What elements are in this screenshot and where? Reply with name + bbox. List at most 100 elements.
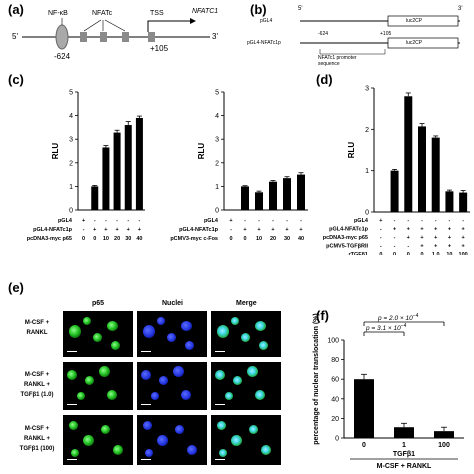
- panel-a-label: (a): [8, 2, 24, 17]
- y-tick-label: 20: [331, 416, 339, 423]
- table-cell: -: [83, 227, 85, 233]
- promoter-label-1: NFATc1 promoter: [318, 55, 357, 61]
- bar: [418, 126, 426, 212]
- table-row-label: pGL4-NFATc1p: [179, 227, 219, 233]
- panel-e-label: (e): [8, 280, 24, 295]
- y-tick-label: 3: [69, 137, 73, 144]
- bar: [283, 178, 291, 210]
- table-row-label: pCMV3-myc c-Fos: [170, 236, 218, 242]
- bar: [297, 174, 305, 210]
- y-tick-label: 1: [69, 184, 73, 191]
- table-cell: +: [93, 227, 96, 233]
- b-three-prime: 3': [458, 6, 463, 12]
- table-row-label: rTGFβ1: [348, 252, 368, 255]
- bar: [431, 137, 440, 212]
- table-cell: -: [138, 218, 140, 224]
- table-cell: +: [420, 235, 423, 241]
- x-tick-label: 1: [402, 442, 406, 449]
- row-label-3: M-CSF + RANKL + TGFβ1 (100): [12, 424, 62, 454]
- y-tick-label: 5: [69, 90, 73, 97]
- micrograph-p65-row2: [63, 362, 133, 410]
- tss-arrow: [147, 20, 190, 32]
- table-cell: 0: [93, 236, 96, 242]
- table-cell: -: [286, 218, 288, 224]
- row-label-1: M-CSF + RANKL: [20, 318, 54, 338]
- y-tick-label: 100: [327, 338, 339, 345]
- table-row-label: pGL4-NFATc1p: [329, 227, 369, 233]
- y-tick-label: 1: [365, 168, 369, 175]
- table-cell: -: [380, 227, 382, 233]
- table-cell: +: [462, 244, 465, 250]
- table-cell: -: [394, 244, 396, 250]
- col-header-p65: p65: [92, 300, 105, 307]
- row-label-2-line-3: TGFβ1 (1.0): [20, 392, 54, 398]
- table-cell: +: [379, 218, 382, 224]
- table-cell: +: [115, 227, 118, 233]
- table-cell: 30: [284, 236, 290, 242]
- table-cell: +: [299, 227, 302, 233]
- table-cell: -: [94, 218, 96, 224]
- table-cell: +: [407, 227, 410, 233]
- table-cell: 40: [298, 236, 304, 242]
- y-tick-label: 5: [215, 90, 219, 97]
- x-tick-label: 100: [438, 442, 450, 449]
- table-cell: -: [258, 218, 260, 224]
- table-cell: 100: [459, 252, 468, 255]
- bar: [434, 431, 454, 438]
- luc-box-top: [387, 15, 459, 27]
- table-cell: 10: [446, 252, 452, 255]
- b-construct-label: pGL4-NFATc1p: [247, 40, 281, 46]
- table-cell: -: [380, 244, 382, 250]
- table-row-label: pGL4: [58, 218, 73, 224]
- table-cell: 0: [229, 236, 232, 242]
- y-axis-label: RLU: [51, 143, 60, 160]
- y-tick-label: 2: [215, 160, 219, 167]
- micrograph-merge-row1: [211, 311, 281, 357]
- table-cell: +: [257, 227, 260, 233]
- table-cell: 0: [407, 252, 410, 255]
- bar: [255, 192, 263, 210]
- table-cell: -: [116, 218, 118, 224]
- a-left-pos: -624: [54, 52, 71, 61]
- table-cell: +: [104, 227, 107, 233]
- luc-box-bottom: [387, 37, 459, 49]
- table-cell: -: [230, 227, 232, 233]
- bar: [269, 181, 277, 210]
- table-cell: +: [285, 227, 288, 233]
- micrograph-nuclei-row2: [137, 362, 207, 410]
- table-row-label: pGL4: [204, 218, 219, 224]
- nfatc-site-3: [122, 32, 129, 42]
- nfkb-site: [55, 24, 69, 50]
- y-tick-label: 40: [331, 396, 339, 403]
- bar: [241, 186, 249, 210]
- y-tick-label: 60: [331, 377, 339, 384]
- table-row-label: pcDNA3-myc p65: [323, 235, 368, 241]
- row-label-3-line-1: M-CSF +: [24, 426, 50, 432]
- y-tick-label: 3: [365, 86, 369, 93]
- a-three-prime: 3': [212, 32, 218, 41]
- table-cell: +: [138, 227, 141, 233]
- table-row-label: pGL4-NFATc1p: [33, 227, 73, 233]
- row-label-1-line-1: M-CSF +: [24, 320, 50, 326]
- tgf-label: TGFβ1: [393, 451, 415, 458]
- bar: [102, 147, 110, 210]
- table-cell: +: [434, 235, 437, 241]
- bar: [354, 379, 374, 438]
- bar: [394, 427, 414, 438]
- chart-d: 0 1 2 3 RLU pGL4 + - - - - - - pGL4-NFATc1p - + + + + + + pcD…: [323, 86, 470, 255]
- table-cell: +: [448, 244, 451, 250]
- table-cell: -: [105, 218, 107, 224]
- table-cell: +: [127, 227, 130, 233]
- tss-box: [148, 32, 155, 42]
- b-left-pos: -624: [318, 31, 329, 37]
- tss-label: TSS: [150, 10, 164, 17]
- bar: [91, 186, 99, 210]
- table-row-label: pcDNA3-myc p65: [27, 236, 72, 242]
- table-cell: +: [229, 218, 232, 224]
- micrograph-nuclei-row3: [137, 415, 207, 465]
- y-axis-label: percentage of nuclear translocation (%): [313, 313, 320, 444]
- y-tick-label: 2: [69, 160, 73, 167]
- micrograph-nuclei-row1: [137, 311, 207, 357]
- micrograph-merge-row3: [211, 415, 281, 465]
- panel-c-label: (c): [8, 72, 24, 87]
